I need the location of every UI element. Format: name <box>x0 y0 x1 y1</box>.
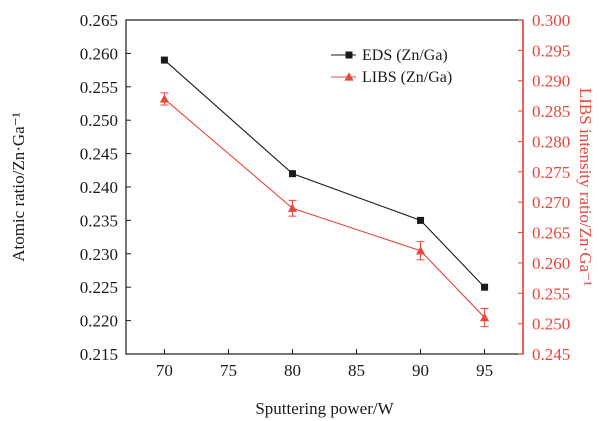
y-right-tick-label: 0.260 <box>532 254 570 273</box>
y-left-tick-label: 0.260 <box>80 44 118 63</box>
legend-label: EDS (Zn/Ga) <box>362 47 448 64</box>
y-right-tick-label: 0.250 <box>532 315 570 334</box>
y-right-tick-label: 0.265 <box>532 224 570 243</box>
x-axis-title: Sputtering power/W <box>255 399 394 418</box>
x-tick-label: 70 <box>156 361 173 380</box>
y-left-tick-label: 0.235 <box>80 211 118 230</box>
y-left-tick-label: 0.230 <box>80 245 118 264</box>
y-right-tick-label: 0.290 <box>532 72 570 91</box>
data-point <box>159 94 170 103</box>
y-left-tick-label: 0.225 <box>80 278 118 297</box>
data-point <box>417 216 425 224</box>
y-right-tick-label: 0.300 <box>532 11 570 30</box>
y-left-tick-label: 0.245 <box>80 145 118 164</box>
y-left-tick-label: 0.255 <box>80 78 118 97</box>
data-point <box>415 246 426 255</box>
series-line <box>164 59 485 288</box>
x-tick-label: 95 <box>476 361 493 380</box>
y-axis-right-title: LIBS intensity ratio/Zn·Ga⁻¹ <box>576 88 595 286</box>
y-right-tick-label: 0.285 <box>532 102 570 121</box>
legend-label: LIBS (Zn/Ga) <box>362 69 452 86</box>
x-axis: 70 75 80 85 90 95 <box>156 349 493 380</box>
data-point <box>287 203 298 212</box>
data-point <box>288 170 296 178</box>
y-right-tick-label: 0.245 <box>532 345 570 364</box>
y-left-tick-label: 0.250 <box>80 111 118 130</box>
x-tick-label: 85 <box>348 361 365 380</box>
y-right-tick-label: 0.270 <box>532 193 570 212</box>
legend: EDS (Zn/Ga) LIBS (Zn/Ga) <box>331 47 452 86</box>
y-left-tick-label: 0.220 <box>80 312 118 331</box>
y-axis-left-title: Atomic ratio/Zn·Ga⁻¹ <box>9 112 28 262</box>
y-left-tick-label: 0.215 <box>80 345 118 364</box>
x-tick-label: 90 <box>412 361 429 380</box>
series-line <box>164 98 485 318</box>
y-axis-right: 0.245 0.250 0.255 0.260 0.265 0.270 0.275 0.280… <box>518 11 570 364</box>
y-right-tick-label: 0.295 <box>532 41 570 60</box>
y-right-tick-label: 0.275 <box>532 163 570 182</box>
legend-marker <box>344 72 354 81</box>
series-1 <box>160 56 489 291</box>
data-point <box>481 283 489 291</box>
y-left-tick-label: 0.240 <box>80 178 118 197</box>
y-axis-left: 0.215 0.220 0.225 0.230 0.235 0.240 0.245 0.250… <box>80 11 131 364</box>
series-2 <box>159 92 490 328</box>
y-right-tick-label: 0.280 <box>532 132 570 151</box>
y-right-tick-label: 0.255 <box>532 284 570 303</box>
data-point <box>479 312 490 322</box>
legend-marker <box>345 51 353 59</box>
x-tick-label: 80 <box>284 361 301 380</box>
x-tick-label: 75 <box>220 361 237 380</box>
plot-frame <box>125 19 524 355</box>
data-point <box>160 56 168 64</box>
y-left-tick-label: 0.265 <box>80 11 118 30</box>
